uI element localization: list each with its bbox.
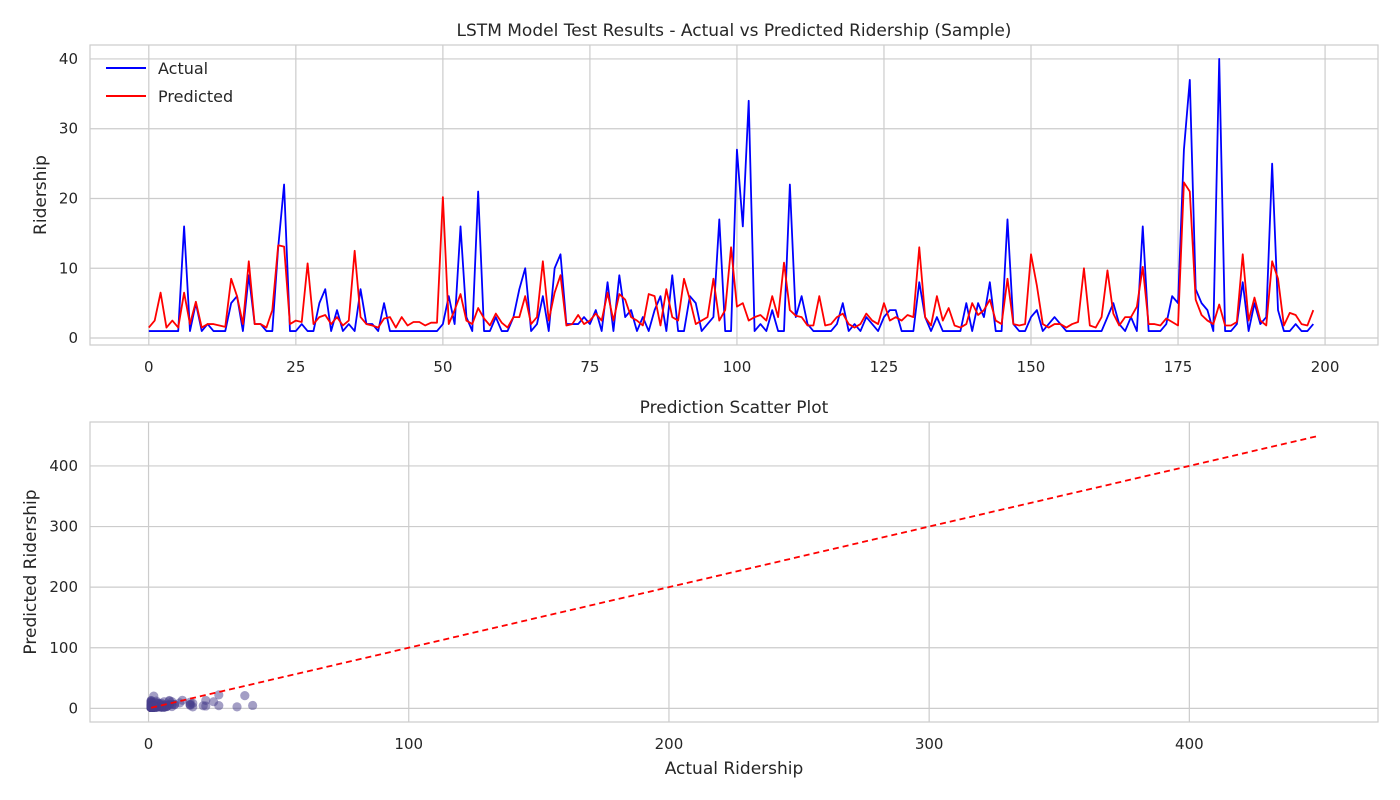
y-tick-label: 200 (49, 578, 78, 596)
y-tick-label: 30 (59, 120, 78, 138)
x-tick-label: 175 (1164, 358, 1193, 376)
x-tick-label: 100 (394, 735, 423, 753)
x-tick-label: 100 (723, 358, 752, 376)
scatter-point (214, 690, 224, 700)
y-tick-label: 0 (68, 329, 78, 347)
x-tick-label: 0 (144, 735, 154, 753)
line-chart-title: LSTM Model Test Results - Actual vs Pred… (457, 21, 1012, 41)
y-tick-label: 20 (59, 189, 78, 207)
x-tick-label: 400 (1175, 735, 1204, 753)
legend-label-actual: Actual (158, 59, 208, 78)
x-tick-label: 150 (1017, 358, 1046, 376)
line-chart-y-ticks: 0 10 20 30 40 (59, 50, 78, 347)
y-tick-label: 100 (49, 639, 78, 657)
y-tick-label: 10 (59, 259, 78, 277)
scatter-chart-title: Prediction Scatter Plot (640, 398, 829, 418)
scatter-chart-grid (90, 422, 1378, 722)
x-tick-label: 200 (1311, 358, 1340, 376)
x-tick-label: 0 (144, 358, 154, 376)
scatter-point (185, 697, 195, 707)
scatter-point (149, 701, 159, 711)
scatter-chart-plot-area (89, 421, 1379, 723)
line-chart-legend: Actual Predicted (106, 59, 233, 106)
scatter-chart-panel: 0 100 200 300 400 0 100 200 300 400 Prediction S… (21, 398, 1379, 779)
line-chart-grid (90, 45, 1378, 345)
line-chart-panel: 0 25 50 75 100 125 150 175 200 0 10 20 30 40 LSTM Mo… (31, 21, 1379, 376)
line-chart-series (148, 58, 1315, 332)
scatter-chart-y-label: Predicted Ridership (21, 489, 41, 654)
line-chart-x-ticks: 0 25 50 75 100 125 150 175 200 (144, 358, 1339, 376)
x-tick-label: 25 (286, 358, 305, 376)
legend-label-predicted: Predicted (158, 87, 233, 106)
x-tick-label: 75 (580, 358, 599, 376)
x-tick-label: 200 (655, 735, 684, 753)
x-tick-label: 300 (915, 735, 944, 753)
y-tick-label: 0 (68, 699, 78, 717)
scatter-point (232, 702, 242, 712)
y-tick-label: 300 (49, 518, 78, 536)
scatter-chart-y-ticks: 0 100 200 300 400 (49, 457, 78, 717)
y-tick-label: 40 (59, 50, 78, 68)
scatter-chart-x-label: Actual Ridership (665, 759, 804, 779)
scatter-point (201, 701, 211, 711)
scatter-point (248, 700, 258, 711)
x-tick-label: 125 (870, 358, 899, 376)
scatter-point (240, 691, 250, 701)
scatter-chart-x-ticks: 0 100 200 300 400 (144, 735, 1204, 753)
series-line-predicted (148, 181, 1315, 329)
y-tick-label: 400 (49, 457, 78, 475)
scatter-point (209, 697, 219, 707)
x-tick-label: 50 (433, 358, 452, 376)
line-chart-y-label: Ridership (31, 155, 51, 235)
